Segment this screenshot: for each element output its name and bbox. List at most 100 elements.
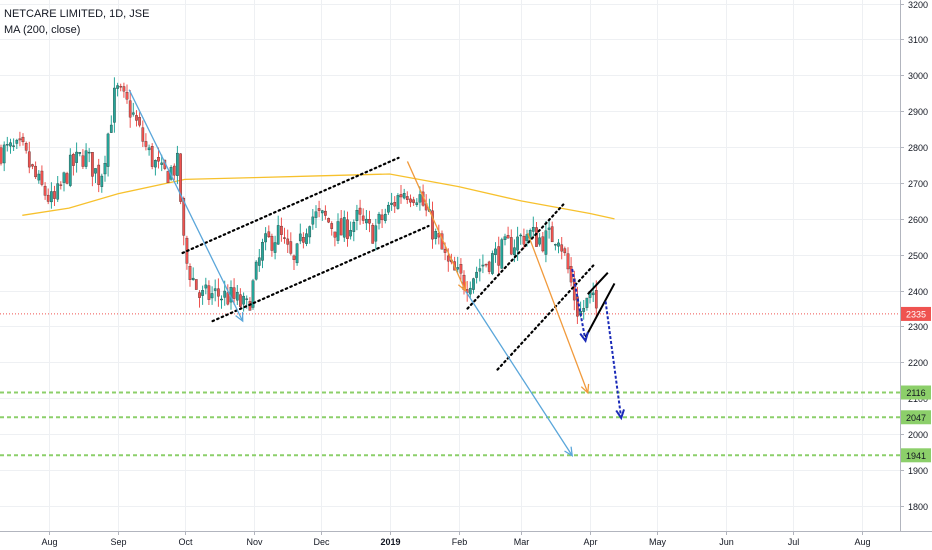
candle — [103, 155, 107, 182]
candle — [21, 133, 25, 146]
candle-body — [172, 165, 176, 176]
y-tick-label: 3100 — [908, 35, 928, 45]
candle — [100, 173, 104, 193]
candle-body — [327, 218, 330, 223]
candle-body — [97, 164, 101, 185]
candle — [472, 277, 475, 294]
candle — [434, 228, 438, 245]
candle-body — [235, 292, 239, 301]
candle-body — [264, 233, 267, 243]
y-tick-label: 2700 — [908, 179, 928, 189]
candle — [336, 213, 340, 244]
candle-body — [418, 194, 422, 203]
candle — [286, 229, 290, 253]
candle — [374, 218, 378, 251]
candle — [459, 258, 463, 280]
candle — [276, 215, 280, 245]
support-badge-label: 2047 — [906, 413, 926, 423]
y-tick-label: 2300 — [908, 322, 928, 332]
candle — [97, 158, 101, 193]
candle — [31, 163, 34, 170]
candle — [399, 185, 403, 204]
candle — [56, 176, 60, 202]
channel-upper — [181, 156, 400, 255]
symbol-title[interactable]: NETCARE LIMITED, 1D, JSE — [4, 8, 150, 20]
candle — [81, 149, 85, 169]
candle — [141, 120, 145, 147]
indicator-label[interactable]: MA (200, close) — [4, 24, 81, 36]
candle-body — [531, 227, 535, 232]
candle — [468, 281, 472, 299]
candle-body — [87, 151, 91, 154]
candle-body — [468, 287, 472, 295]
candle-body — [560, 244, 564, 252]
candle — [481, 254, 485, 274]
candle-body — [2, 144, 6, 164]
candle-body — [405, 196, 409, 200]
candle-body — [37, 173, 41, 181]
candle-body — [459, 264, 463, 274]
candle — [37, 170, 41, 184]
trend-arrow — [604, 301, 625, 421]
candle-body — [305, 233, 308, 244]
candle — [78, 152, 82, 157]
candle — [75, 142, 78, 173]
candle-body — [144, 141, 148, 147]
candle — [342, 210, 346, 242]
x-tick-label: Jul — [788, 537, 800, 547]
candle — [106, 132, 110, 177]
candle-body — [576, 296, 579, 317]
candle — [308, 225, 312, 244]
candle — [594, 280, 598, 318]
candle — [254, 260, 258, 281]
candle-body — [487, 261, 491, 272]
price-axis[interactable]: 1800190020002100220023002400250026002700… — [900, 0, 928, 512]
candle — [358, 199, 362, 225]
candle-body — [109, 124, 113, 133]
candle-body — [324, 210, 327, 216]
y-tick-label: 2900 — [908, 107, 928, 117]
candle-body — [390, 202, 393, 205]
candle-body — [0, 147, 3, 164]
candle — [346, 211, 349, 247]
candle — [371, 223, 375, 244]
x-tick-label: Jun — [719, 537, 734, 547]
candle — [198, 290, 201, 308]
x-tick-label: Sep — [110, 537, 126, 547]
candle — [210, 286, 214, 305]
candle — [585, 297, 589, 311]
candle-body — [179, 153, 182, 202]
candle — [34, 161, 37, 179]
plot-background — [0, 0, 900, 531]
candle-body — [320, 210, 324, 214]
candle — [50, 182, 53, 209]
candle — [125, 84, 129, 104]
candle-body — [223, 290, 227, 298]
candle — [506, 226, 510, 239]
candle — [182, 196, 186, 246]
support-badge: 2047 — [901, 410, 931, 425]
arrow-shaft — [527, 232, 589, 394]
candle — [119, 83, 123, 92]
candle-body — [43, 185, 47, 196]
candle-body — [21, 136, 25, 143]
candle — [390, 192, 393, 211]
candle-body — [210, 293, 214, 299]
candle — [305, 228, 308, 247]
candle — [387, 201, 390, 215]
candle — [128, 90, 132, 128]
time-axis[interactable]: Aug Sep Oct Nov Dec 2019 Feb Mar Apr May Jun Jul Aug — [41, 531, 871, 547]
candle — [349, 221, 352, 240]
candle — [87, 148, 91, 163]
candle — [352, 219, 356, 242]
candle — [538, 233, 541, 247]
candle — [27, 141, 31, 174]
candle-body — [270, 235, 274, 251]
channel-upper — [466, 203, 565, 310]
drawings[interactable] — [128, 89, 625, 457]
flag-upper — [587, 271, 609, 295]
x-tick-label: Feb — [452, 537, 468, 547]
candle-body — [59, 184, 63, 186]
candle-body — [412, 199, 415, 203]
